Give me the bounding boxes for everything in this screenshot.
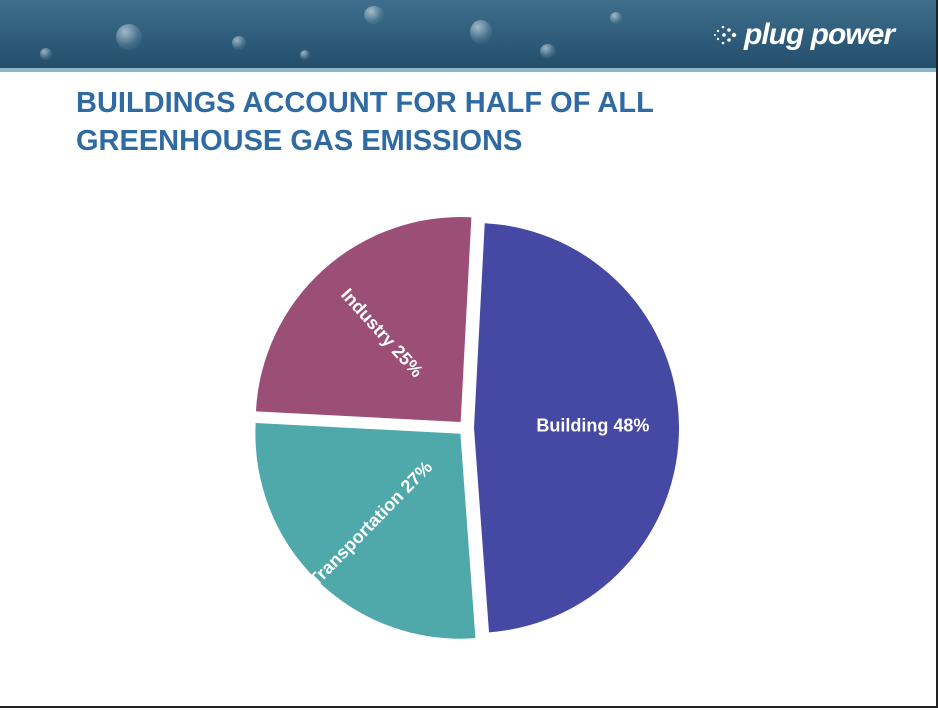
pie-slice-industry xyxy=(255,217,472,423)
starburst-icon xyxy=(714,25,737,45)
slide-title: BUILDINGS ACCOUNT FOR HALF OF ALL GREENH… xyxy=(76,84,856,160)
pie-slice-transportation xyxy=(255,422,476,639)
header-banner: plug power xyxy=(0,0,938,72)
water-drop xyxy=(364,6,384,24)
water-drop xyxy=(116,24,142,50)
water-drop xyxy=(610,12,622,24)
water-drop xyxy=(470,20,492,44)
title-line-1: BUILDINGS ACCOUNT FOR HALF OF ALL xyxy=(76,87,654,119)
water-drop xyxy=(40,48,52,60)
water-drop xyxy=(300,50,310,60)
water-drop xyxy=(540,44,556,58)
pie-slice-building xyxy=(473,223,679,633)
title-line-2: GREENHOUSE GAS EMISSIONS xyxy=(76,125,523,157)
logo-text: plug power xyxy=(744,18,895,51)
water-drop xyxy=(232,36,246,50)
pie-label-building: Building 48% xyxy=(536,415,649,435)
company-logo: plug power xyxy=(712,18,895,52)
pie-slices xyxy=(255,217,679,639)
banner-strip xyxy=(0,68,938,72)
